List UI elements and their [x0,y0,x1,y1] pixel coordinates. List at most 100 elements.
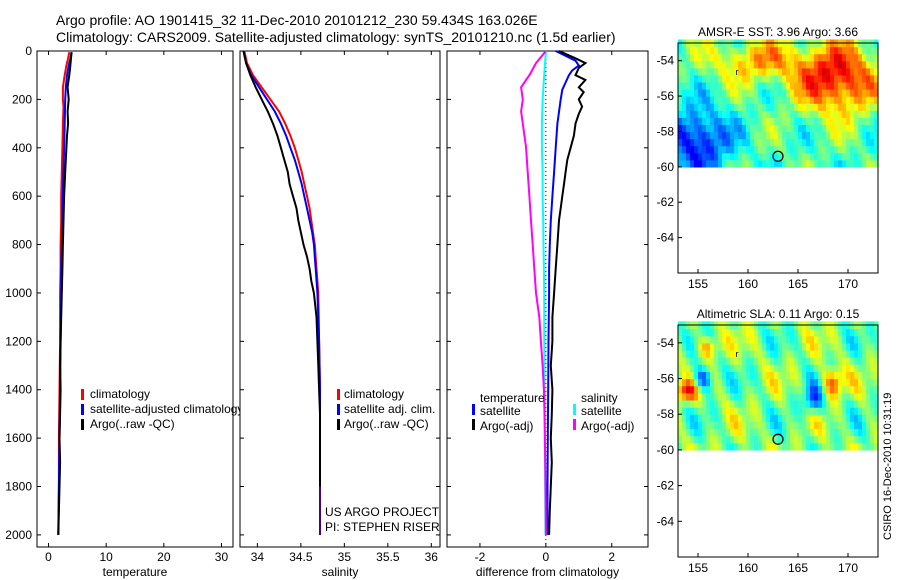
heatmap-cell [854,442,859,451]
heatmap-cell [858,60,863,69]
map-title: Altimetric SLA: 0.11 Argo: 0.15 [697,307,860,321]
heatmap-cell [838,364,843,372]
heatmap-cell [678,371,683,380]
heatmap-cell [790,117,795,125]
heatmap-cell [850,110,855,118]
heatmap-cell [714,335,719,344]
heatmap-cell [690,60,695,69]
heatmap-cell [714,342,719,351]
heatmap-cell [838,407,843,415]
heatmap-cell [734,328,739,337]
heatmap-cell [806,60,811,69]
heatmap-cell [754,46,759,55]
heatmap-cell [834,138,839,147]
heatmap-cell [762,357,767,365]
map-frame [677,42,879,274]
heatmap-cell [830,117,835,125]
heatmap-cell [678,400,683,408]
heatmap-cell [698,385,703,394]
heatmap-cell [814,145,819,154]
heatmap-cell [858,392,863,401]
heatmap-cell [814,117,819,125]
heatmap-cell [866,414,871,422]
heatmap-cell [754,145,759,154]
heatmap-cell [874,357,879,365]
heatmap-cell [774,342,779,351]
heatmap-cell [854,378,859,387]
heatmap-cell [702,152,707,161]
heatmap-cell [834,342,839,351]
heatmap-cell [766,53,771,62]
heatmap-cell [774,335,779,344]
heatmap-cell [790,159,795,168]
y-tick-label: -62 [657,479,675,493]
heatmap-cell [698,81,703,90]
heatmap-cell [778,89,783,97]
heatmap-cell [698,159,703,168]
heatmap-cell [738,371,743,380]
heatmap-cell [862,131,867,140]
heatmap-cell [758,81,763,90]
heatmap-cell [838,103,843,111]
heatmap-cell [818,152,823,161]
heatmap-cell [718,67,723,76]
legend-label: Argo(-adj) [480,419,533,433]
heatmap-cell [750,117,755,125]
heatmap-cell [726,159,731,168]
heatmap-cell [794,435,799,444]
heatmap-cell [806,138,811,147]
heatmap-cell [758,421,763,430]
heatmap-cell [794,74,799,83]
heatmap-cell [870,335,875,344]
y-tick-label: 1400 [5,383,32,397]
heatmap-cell [734,131,739,140]
heatmap-cell [694,385,699,394]
heatmap-cell [698,392,703,401]
heatmap-cell [806,392,811,401]
heatmap-cell [774,103,779,111]
legend-group-title: temperature [480,391,545,405]
heatmap-cell [718,328,723,337]
heatmap-cell [838,435,843,444]
heatmap-cell [846,124,851,133]
heatmap-cell [678,414,683,422]
heatmap-cell [678,385,683,394]
heatmap-cell [778,364,783,372]
series-line-salinity-argo-adj- [520,50,547,535]
heatmap-cell [858,53,863,62]
heatmap-cell [822,400,827,408]
heatmap-cell [698,138,703,147]
heatmap-cell [694,407,699,415]
heatmap-cell [762,110,767,118]
heatmap-cell [838,67,843,76]
heatmap-cell [790,407,795,415]
heatmap-cell [826,385,831,394]
heatmap-cell [786,364,791,372]
heatmap-cell [686,131,691,140]
heatmap-cell [794,67,799,76]
heatmap-cell [798,335,803,344]
heatmap-cell [706,60,711,69]
heatmap-cell [682,89,687,97]
heatmap-cell [770,46,775,55]
heatmap-cell [798,110,803,118]
heatmap-cell [846,442,851,451]
heatmap-cell [818,385,823,394]
heatmap-cell [822,335,827,344]
heatmap-cell [782,131,787,140]
heatmap-cell [714,46,719,55]
heatmap-cell [718,110,723,118]
heatmap-cell [746,138,751,147]
argo-float-marker [772,150,784,162]
heatmap-cell [798,357,803,365]
heatmap-cell [802,53,807,62]
heatmap-cell [870,131,875,140]
heatmap-cell [786,385,791,394]
heatmap-cell [698,131,703,140]
heatmap-cell [834,414,839,422]
heatmap-cell [682,131,687,140]
heatmap-cell [870,350,875,358]
heatmap-cell [834,46,839,55]
heatmap-cell [810,328,815,337]
heatmap-cell [850,400,855,408]
